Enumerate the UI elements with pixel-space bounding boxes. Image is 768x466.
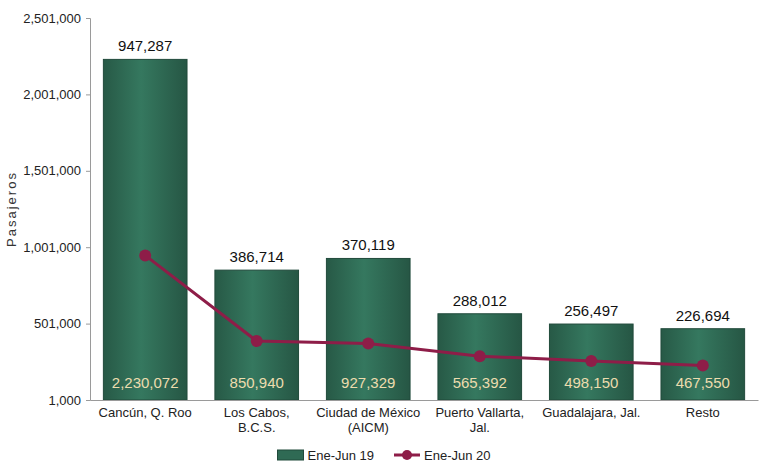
bar xyxy=(215,270,299,400)
plot-area xyxy=(103,59,744,400)
bar-value-label: 927,329 xyxy=(341,374,395,391)
bar-value-label: 850,940 xyxy=(230,374,284,391)
y-tick-label: 2,001,000 xyxy=(23,87,81,102)
x-tick: Resto xyxy=(686,400,720,420)
x-tick-label: Puerto Vallarta,Jal. xyxy=(435,405,524,435)
marker xyxy=(697,360,709,372)
x-tick-label: Resto xyxy=(686,405,720,420)
y-tick: 2,001,000 xyxy=(23,87,90,102)
line-value-label: 370,119 xyxy=(342,236,395,253)
y-axis: 1,000 501,000 1,001,000 1,501,000 2,001,000 2… xyxy=(23,11,90,408)
line-value-label: 386,714 xyxy=(230,248,284,265)
marker xyxy=(251,335,263,347)
markers xyxy=(139,249,709,371)
legend-item: Ene-Jun 19 xyxy=(278,448,375,463)
bar-value-label: 565,392 xyxy=(453,374,507,391)
bars xyxy=(103,59,744,400)
y-tick-mark xyxy=(86,247,90,248)
y-tick: 1,000 xyxy=(48,393,90,408)
x-tick: Guadalajara, Jal. xyxy=(542,400,640,420)
x-tick-label: Cancún, Q. Roo xyxy=(99,405,192,420)
legend-marker xyxy=(402,450,412,460)
y-tick-label: 2,501,000 xyxy=(23,11,81,26)
y-tick: 1,001,000 xyxy=(23,240,90,255)
y-tick-label: 1,001,000 xyxy=(23,240,81,255)
y-axis-line xyxy=(86,19,91,401)
x-tick: Los Cabos,B.C.S. xyxy=(224,400,290,435)
x-tick-label: Ciudad de México(AICM) xyxy=(316,405,420,435)
line-value-label: 256,497 xyxy=(564,302,618,319)
y-tick-mark xyxy=(86,94,90,95)
marker xyxy=(362,338,374,350)
y-tick-mark xyxy=(86,400,90,401)
y-tick: 2,501,000 xyxy=(23,11,90,26)
y-tick-label: 1,501,000 xyxy=(23,163,81,178)
legend-label: Ene-Jun 19 xyxy=(308,448,375,463)
line xyxy=(145,255,703,365)
bar xyxy=(103,59,187,400)
marker xyxy=(139,249,151,261)
bar-value-label: 2,230,072 xyxy=(112,374,179,391)
line-value-label: 947,287 xyxy=(118,37,172,54)
line-value-label: 226,694 xyxy=(676,307,730,324)
y-axis-title: Pasajeros xyxy=(4,171,19,247)
y-tick-label: 1,000 xyxy=(48,393,81,408)
bar xyxy=(326,258,410,400)
x-axis-line xyxy=(91,400,759,401)
line-value-label: 288,012 xyxy=(453,292,507,309)
y-tick-mark xyxy=(86,324,90,325)
x-tick-label: Los Cabos,B.C.S. xyxy=(224,405,290,435)
legend-swatch xyxy=(278,450,304,460)
x-tick: Cancún, Q. Roo xyxy=(99,400,192,420)
legend-item: Ene-Jun 20 xyxy=(394,448,491,463)
x-tick: Puerto Vallarta,Jal. xyxy=(435,400,524,435)
legend-label: Ene-Jun 20 xyxy=(424,448,491,463)
y-tick: 501,000 xyxy=(34,316,90,331)
y-tick-mark xyxy=(86,18,90,19)
marker xyxy=(474,350,486,362)
bar-value-label: 467,550 xyxy=(676,374,730,391)
data-labels: 2,230,072 850,940 927,329 565,392 498,150 467… xyxy=(112,37,730,391)
y-tick-label: 501,000 xyxy=(34,316,81,331)
y-tick: 1,501,000 xyxy=(23,163,90,178)
x-tick-label: Guadalajara, Jal. xyxy=(542,405,640,420)
bar-value-label: 498,150 xyxy=(564,374,618,391)
x-tick: Ciudad de México(AICM) xyxy=(316,400,420,435)
marker xyxy=(585,355,597,367)
y-tick-mark xyxy=(86,171,90,172)
chart: 1,000 501,000 1,001,000 1,501,000 2,001,000 2… xyxy=(0,0,768,466)
x-axis: Cancún, Q. Roo Los Cabos,B.C.S. Ciudad de … xyxy=(91,400,759,435)
legend: Ene-Jun 19 Ene-Jun 20 xyxy=(278,448,491,463)
